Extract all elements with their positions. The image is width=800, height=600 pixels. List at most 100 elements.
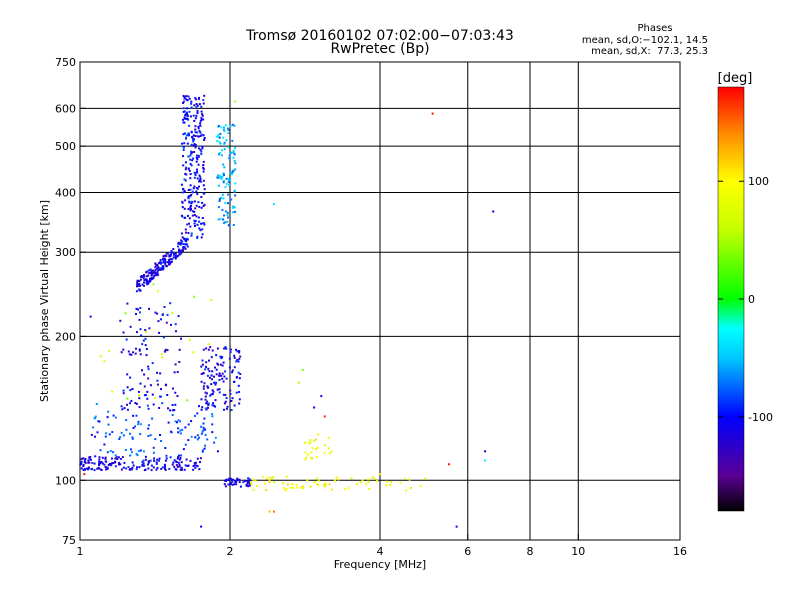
data-point xyxy=(194,98,197,101)
data-point xyxy=(135,414,138,417)
data-point xyxy=(120,468,123,471)
data-point xyxy=(201,430,204,433)
data-point xyxy=(324,483,327,486)
data-point xyxy=(182,102,184,104)
data-point xyxy=(196,223,199,226)
data-point xyxy=(131,436,134,439)
data-point xyxy=(237,360,240,363)
data-point xyxy=(231,480,234,483)
data-point xyxy=(131,466,134,469)
data-point xyxy=(223,174,225,176)
data-point xyxy=(189,158,192,161)
data-point xyxy=(201,359,204,362)
data-point xyxy=(201,217,204,219)
data-point xyxy=(335,476,338,479)
x-tick-label: 1 xyxy=(77,545,84,558)
data-point xyxy=(194,174,197,177)
data-point xyxy=(403,477,406,480)
data-point xyxy=(123,461,126,464)
data-point xyxy=(201,233,204,236)
data-point xyxy=(192,138,195,141)
data-point xyxy=(386,480,389,483)
data-point xyxy=(224,346,227,349)
data-point xyxy=(308,442,311,445)
data-point xyxy=(177,427,180,430)
data-point xyxy=(154,438,157,441)
data-point xyxy=(141,343,144,346)
data-point xyxy=(185,231,187,234)
data-point xyxy=(484,450,487,453)
data-point xyxy=(210,374,213,377)
data-point xyxy=(170,260,173,263)
data-point xyxy=(203,223,206,226)
data-point xyxy=(198,96,200,99)
data-point xyxy=(217,133,220,136)
x-tick-label: 2 xyxy=(227,545,234,558)
data-point xyxy=(227,132,230,135)
data-point xyxy=(222,163,225,166)
data-point xyxy=(95,403,98,405)
data-point xyxy=(201,450,204,453)
data-point xyxy=(164,261,167,264)
data-point xyxy=(181,215,184,218)
data-point xyxy=(196,434,199,437)
data-point xyxy=(168,263,171,266)
data-point xyxy=(350,477,353,480)
data-point xyxy=(147,427,150,430)
data-point xyxy=(203,417,206,420)
data-point xyxy=(389,484,392,486)
data-point xyxy=(220,149,223,152)
data-point xyxy=(173,371,176,374)
data-point xyxy=(150,270,153,273)
data-point xyxy=(239,485,242,488)
data-point xyxy=(235,480,238,483)
data-point xyxy=(149,459,152,462)
data-point xyxy=(175,464,178,467)
data-point xyxy=(144,329,147,331)
data-point xyxy=(189,115,192,118)
data-point xyxy=(231,483,234,486)
data-point xyxy=(235,360,238,363)
data-point xyxy=(142,459,145,462)
data-point xyxy=(91,467,94,470)
data-point xyxy=(161,466,164,469)
data-point xyxy=(237,384,240,387)
data-point xyxy=(224,221,227,224)
data-point xyxy=(379,473,381,476)
data-point xyxy=(143,274,145,276)
data-point xyxy=(281,482,284,485)
data-point xyxy=(206,392,208,395)
data-point xyxy=(233,159,236,162)
data-point xyxy=(199,178,202,180)
data-point xyxy=(160,267,163,270)
data-point xyxy=(192,134,195,137)
data-point xyxy=(188,194,191,197)
data-point xyxy=(157,273,160,276)
data-point xyxy=(121,408,124,411)
data-point xyxy=(187,208,190,210)
data-point xyxy=(215,373,218,376)
data-point xyxy=(190,207,192,210)
data-point xyxy=(200,116,203,119)
data-point xyxy=(147,280,150,283)
data-point xyxy=(194,461,197,464)
data-point xyxy=(171,258,174,261)
data-point xyxy=(129,402,131,405)
data-point xyxy=(164,468,167,471)
data-point xyxy=(112,462,115,464)
data-point xyxy=(320,395,323,398)
data-point xyxy=(188,97,191,100)
data-point xyxy=(273,481,276,484)
data-point xyxy=(182,110,185,113)
data-point xyxy=(182,149,185,151)
data-point xyxy=(231,369,234,372)
data-point xyxy=(228,154,231,157)
data-point xyxy=(104,465,107,468)
colorbar-tick-label: -100 xyxy=(748,411,773,424)
data-point xyxy=(195,160,198,163)
data-point xyxy=(120,351,123,354)
data-point xyxy=(176,255,179,258)
data-point xyxy=(186,465,189,467)
data-point xyxy=(126,386,129,389)
data-point xyxy=(156,379,159,382)
